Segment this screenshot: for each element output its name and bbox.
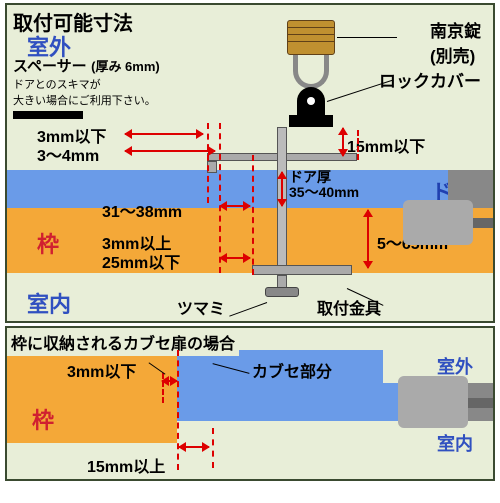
padlock-body — [287, 20, 335, 55]
tsumami-knob — [265, 287, 299, 297]
lockcover-dot — [307, 97, 315, 105]
p2-kabuse: カブセ部分 — [252, 358, 332, 382]
p2-pin — [468, 398, 493, 408]
diagram-panel-1: 取付可能寸法 室外 ドア 枠 室内 スペーサー (厚み 6mm) ドアとのスキマ… — [5, 3, 495, 323]
spacer-block: スペーサー (厚み 6mm) ドアとのスキマが 大きい場合にご利用下さい。 — [13, 55, 160, 119]
p2-arrow-15mm — [179, 446, 209, 448]
padlock-text: 南京錠 — [430, 17, 481, 42]
door-thick1: ドア厚 — [289, 170, 359, 185]
spacer-desc2: 大きい場合にご利用下さい。 — [13, 92, 160, 108]
spacer-label: スペーサー — [13, 58, 87, 75]
panel2-title: 枠に収納されるカブセ扉の場合 — [7, 328, 239, 356]
vline-c — [252, 155, 254, 275]
tsumami-label: ツマミ — [177, 295, 225, 319]
lockcover-base — [289, 115, 333, 127]
waku-label: 枠 — [37, 227, 59, 259]
dim-3-4: 3～4mm — [37, 142, 99, 166]
padlock-note: (別売) — [430, 42, 481, 67]
p2-arrow-3mm — [162, 380, 177, 382]
door-thick2: 35～40mm — [289, 185, 359, 200]
vline-d — [357, 130, 359, 160]
leader-padlock — [337, 37, 397, 38]
arrow-3-4 — [125, 150, 215, 152]
arrow-3mm — [125, 133, 203, 135]
frame-side-pin — [473, 218, 493, 228]
indoor-label: 室内 — [27, 287, 71, 319]
arrow-25mm — [220, 257, 250, 259]
arrow-door-thick — [281, 172, 283, 206]
door-thick-block: ドア厚 35～40mm — [289, 170, 359, 201]
p2-vline-c — [212, 428, 214, 468]
bottom-bracket — [252, 265, 352, 275]
spacer-note: (厚み 6mm) — [91, 59, 160, 74]
p2-hub — [398, 376, 468, 428]
lockcover-label: ロックカバー — [379, 67, 481, 92]
vline-a — [207, 123, 209, 203]
arrow-5-65 — [367, 210, 369, 268]
padlock-label: 南京錠 (別売) — [430, 17, 481, 67]
dim-31-38: 31～38mm — [102, 198, 182, 222]
spacer-bar — [13, 111, 83, 119]
indoor-band — [7, 273, 493, 321]
vline-b — [219, 123, 221, 273]
p2-vline-a — [177, 350, 179, 470]
arrow-15mm — [342, 128, 344, 156]
arrow-31-38 — [220, 205, 250, 207]
frame-side-hub — [403, 200, 473, 245]
spacer-desc1: ドアとのスキマが — [13, 76, 160, 92]
p2-15mm: 15mm以上 — [87, 453, 165, 477]
diagram-panel-2: 枠に収納されるカブセ扉の場合 室外 ドア 室内 枠 カブセ部分 3mm以下 15… — [5, 326, 495, 481]
p2-3mm: 3mm以下 — [67, 358, 136, 382]
p2-waku: 枠 — [32, 403, 54, 435]
dim-25mm-ika: 25mm以下 — [102, 249, 180, 273]
p2-indoor: 室内 — [437, 430, 473, 456]
